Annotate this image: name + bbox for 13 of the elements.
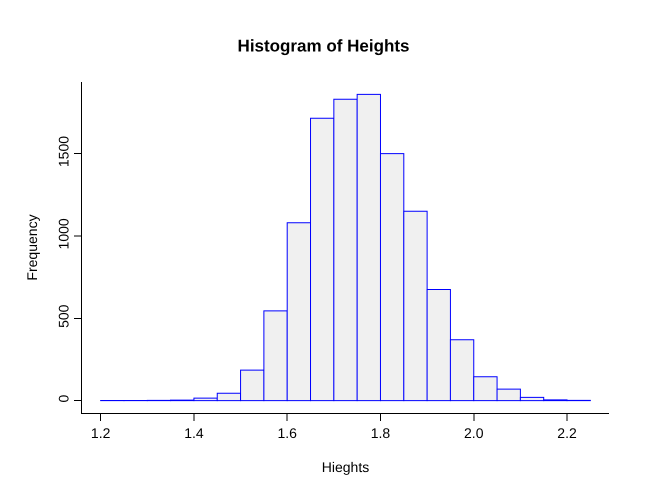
x-tick-label: 2.0	[464, 424, 484, 441]
y-tick-label: 1000	[55, 218, 72, 250]
chart-title: Histogram of Heights	[238, 36, 410, 56]
x-tick-label: 1.6	[277, 424, 298, 441]
y-tick-label: 500	[55, 304, 72, 328]
y-axis-title: Frequency	[24, 214, 40, 281]
y-tick-label: 0	[55, 394, 72, 402]
x-tick-label: 1.4	[184, 424, 204, 441]
x-tick-label: 1.2	[90, 424, 111, 441]
y-tick-label: 1500	[55, 136, 72, 168]
x-tick-label: 2.2	[557, 424, 577, 441]
x-tick-label: 1.8	[370, 424, 390, 441]
x-axis-title: Hieghts	[322, 459, 370, 476]
